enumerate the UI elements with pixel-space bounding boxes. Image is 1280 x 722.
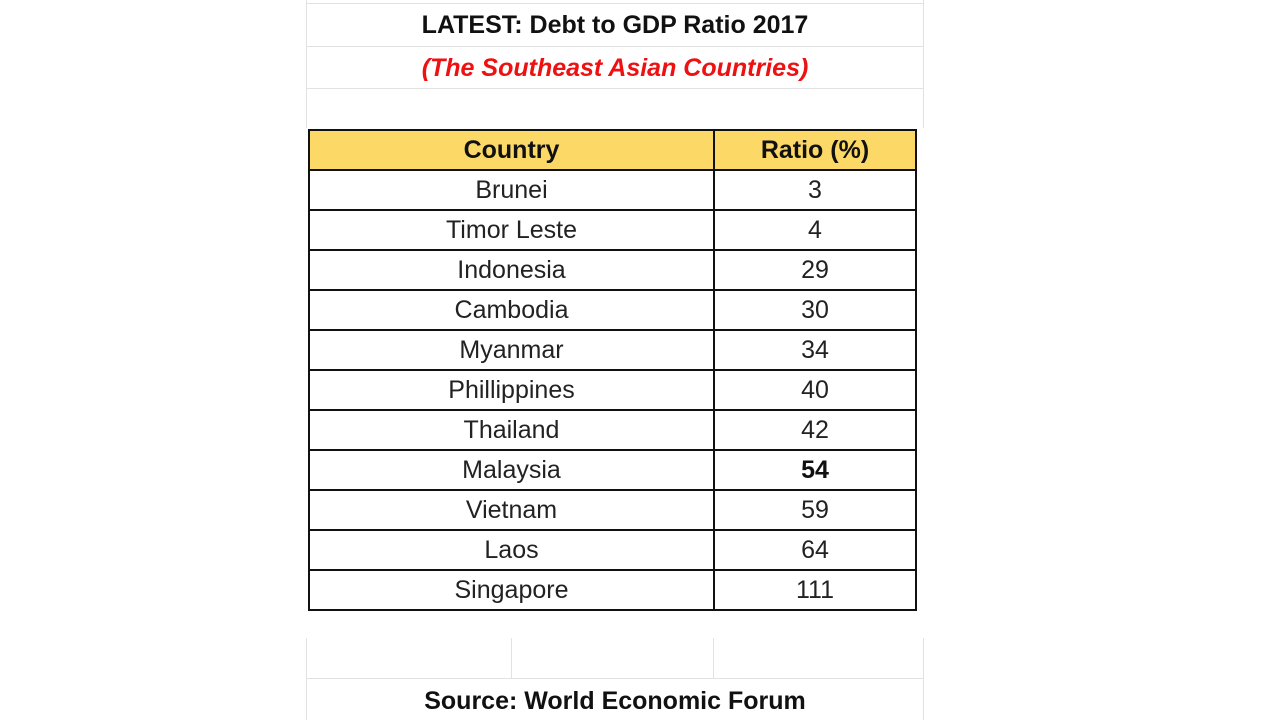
gridline	[306, 46, 924, 47]
country-cell: Indonesia	[308, 249, 715, 291]
table-row: Indonesia 29	[308, 249, 917, 291]
country-cell: Laos	[308, 529, 715, 571]
country-cell: Malaysia	[308, 449, 715, 491]
ratio-cell: 59	[713, 489, 917, 531]
country-cell: Singapore	[308, 569, 715, 611]
ratio-cell: 40	[713, 369, 917, 411]
column-header-ratio: Ratio (%)	[713, 129, 917, 171]
gridline	[713, 638, 714, 678]
ratio-cell: 3	[713, 169, 917, 211]
source-note: Source: World Economic Forum	[424, 687, 806, 715]
gridline	[306, 88, 924, 89]
country-cell: Myanmar	[308, 329, 715, 371]
table-row: Laos 64	[308, 529, 917, 571]
table-row: Myanmar 34	[308, 329, 917, 371]
gridline	[306, 678, 924, 679]
table-header-row: Country Ratio (%)	[308, 129, 917, 171]
country-cell: Cambodia	[308, 289, 715, 331]
table-row: Malaysia 54	[308, 449, 917, 491]
ratio-cell: 4	[713, 209, 917, 251]
table-row: Singapore 111	[308, 569, 917, 611]
gridline	[923, 0, 924, 128]
table-row: Cambodia 30	[308, 289, 917, 331]
data-table: Country Ratio (%) Brunei 3 Timor Leste 4 I…	[308, 129, 917, 611]
table-row: Phillippines 40	[308, 369, 917, 411]
ratio-cell: 29	[713, 249, 917, 291]
table-row: Vietnam 59	[308, 489, 917, 531]
page-title: LATEST: Debt to GDP Ratio 2017	[421, 11, 809, 39]
country-cell: Timor Leste	[308, 209, 715, 251]
gridline	[306, 0, 307, 128]
gridline	[306, 3, 924, 4]
ratio-cell: 54	[713, 449, 917, 491]
table-row: Brunei 3	[308, 169, 917, 211]
ratio-cell: 34	[713, 329, 917, 371]
table-row: Thailand 42	[308, 409, 917, 451]
page-subtitle: (The Southeast Asian Countries)	[421, 54, 809, 82]
gridline	[923, 638, 924, 720]
country-cell: Brunei	[308, 169, 715, 211]
country-cell: Vietnam	[308, 489, 715, 531]
column-header-country: Country	[308, 129, 715, 171]
ratio-cell: 30	[713, 289, 917, 331]
country-cell: Thailand	[308, 409, 715, 451]
gridline	[511, 638, 512, 678]
spreadsheet: LATEST: Debt to GDP Ratio 2017 (The Sout…	[306, 0, 924, 720]
ratio-cell: 42	[713, 409, 917, 451]
table-row: Timor Leste 4	[308, 209, 917, 251]
ratio-cell: 111	[713, 569, 917, 611]
country-cell: Phillippines	[308, 369, 715, 411]
ratio-cell: 64	[713, 529, 917, 571]
gridline	[306, 638, 307, 720]
